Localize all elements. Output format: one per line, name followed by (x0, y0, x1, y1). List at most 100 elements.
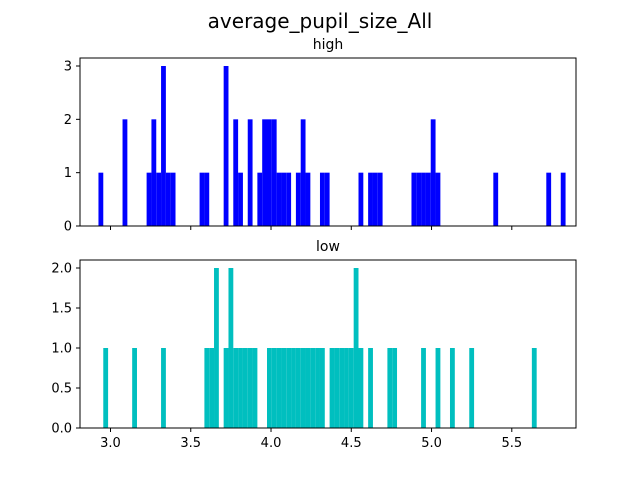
bar-high-14 (257, 172, 263, 226)
bar-low-30 (353, 268, 359, 428)
bar-low-35 (421, 348, 426, 428)
bar-high-6 (165, 172, 171, 226)
bar-low-16 (281, 348, 287, 428)
bar-low-27 (339, 348, 345, 428)
bar-high-11 (233, 119, 239, 226)
bar-high-15 (262, 119, 268, 226)
bar-low-26 (334, 348, 340, 428)
bar-high-28 (372, 172, 378, 226)
bar-low-24 (319, 348, 325, 428)
bar-low-17 (286, 348, 292, 428)
y-tick-label-low-1: 0.5 (51, 382, 72, 397)
bar-high-21 (295, 172, 301, 226)
bar-low-21 (305, 348, 311, 428)
x-tick-label-0: 3.0 (100, 436, 121, 451)
y-tick-label-low-0: 0.0 (51, 422, 72, 437)
bar-low-10 (242, 348, 248, 428)
y-tick-label-low-4: 2.0 (51, 262, 72, 277)
bar-high-13 (247, 119, 253, 226)
bar-low-34 (392, 348, 398, 428)
bar-high-33 (425, 172, 431, 226)
subplot-high: high 0 1 2 3 (64, 37, 577, 235)
bar-high-32 (421, 172, 426, 226)
bar-high-35 (435, 172, 441, 226)
bar-low-25 (329, 348, 335, 428)
bar-low-11 (247, 348, 253, 428)
bar-high-16 (267, 119, 272, 226)
bar-high-34 (430, 119, 436, 226)
bar-low-22 (310, 348, 316, 428)
x-tick-label-1: 3.5 (180, 436, 201, 451)
bar-low-39 (531, 348, 537, 428)
figure-title: average_pupil_size_All (208, 9, 433, 33)
bar-high-29 (377, 172, 383, 226)
bar-low-20 (300, 348, 306, 428)
bar-high-30 (411, 172, 417, 226)
bar-low-38 (469, 348, 475, 428)
x-tick-label-5: 5.5 (501, 436, 522, 451)
y-tick-label-low-3: 1.5 (51, 302, 72, 317)
subplot-title-high: high (313, 37, 344, 53)
bar-high-20 (286, 172, 292, 226)
bar-high-0 (98, 172, 104, 226)
bar-low-0 (103, 348, 109, 428)
y-tick-label-high-1: 1 (64, 166, 72, 181)
bar-low-1 (132, 348, 137, 428)
y-tick-label-high-0: 0 (64, 220, 72, 235)
bar-high-18 (276, 172, 282, 226)
y-tick-label-high-3: 3 (64, 60, 72, 75)
x-tick-label-4: 5.0 (421, 436, 442, 451)
bar-high-37 (546, 172, 552, 226)
bar-low-6 (223, 348, 229, 428)
bar-high-10 (223, 66, 229, 226)
bar-low-7 (228, 268, 234, 428)
bar-high-25 (324, 172, 330, 226)
subplot-title-low: low (316, 239, 340, 255)
bar-high-26 (358, 172, 364, 226)
bar-high-38 (560, 172, 566, 226)
bar-high-17 (271, 119, 277, 226)
bar-low-32 (368, 348, 373, 428)
bar-low-15 (276, 348, 282, 428)
bar-high-24 (319, 172, 325, 226)
bar-low-13 (267, 348, 272, 428)
x-tick-label-3: 4.5 (341, 436, 362, 451)
bar-high-27 (368, 172, 373, 226)
bar-high-23 (305, 172, 311, 226)
bar-low-31 (358, 348, 364, 428)
bar-low-33 (387, 348, 393, 428)
bar-low-12 (252, 348, 258, 428)
bar-low-29 (348, 348, 354, 428)
bar-low-9 (238, 348, 243, 428)
bar-high-5 (161, 66, 166, 226)
bar-high-9 (204, 172, 210, 226)
axes-frame-low (79, 259, 577, 429)
bar-low-28 (344, 348, 349, 428)
bar-high-19 (281, 172, 287, 226)
bar-low-8 (233, 348, 239, 428)
bar-high-4 (156, 172, 162, 226)
bar-high-3 (151, 119, 157, 226)
bar-high-8 (199, 172, 205, 226)
y-tick-label-low-2: 1.0 (51, 342, 72, 357)
bar-high-36 (493, 172, 499, 226)
bar-low-36 (435, 348, 441, 428)
bar-low-19 (295, 348, 301, 428)
bar-high-7 (170, 172, 176, 226)
bar-low-3 (204, 348, 210, 428)
bar-low-2 (161, 348, 166, 428)
bar-high-1 (122, 119, 128, 226)
bar-low-23 (315, 348, 320, 428)
bar-high-12 (238, 172, 243, 226)
bar-low-37 (449, 348, 455, 428)
bar-high-22 (300, 119, 306, 226)
bar-high-31 (416, 172, 422, 226)
bar-low-4 (209, 348, 215, 428)
bar-low-18 (291, 348, 296, 428)
axes-frame-high (79, 57, 577, 227)
bar-low-5 (214, 268, 219, 428)
x-tick-label-2: 4.0 (261, 436, 282, 451)
bar-high-2 (146, 172, 152, 226)
bar-low-14 (271, 348, 277, 428)
